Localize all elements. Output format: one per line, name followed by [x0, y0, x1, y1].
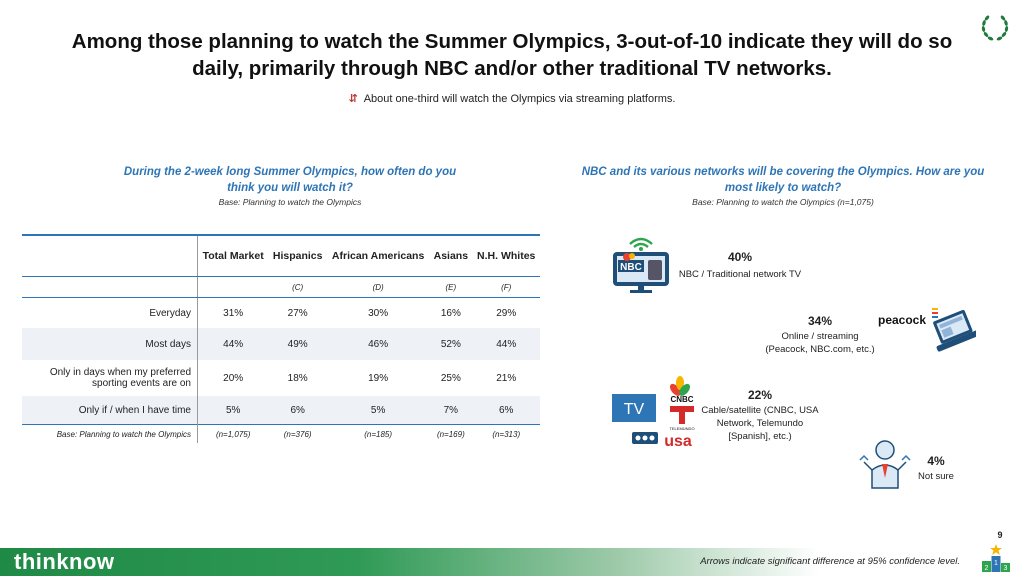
laurel-wreath-icon	[981, 15, 1009, 41]
table-cell: 18%	[268, 360, 327, 396]
base-row-label: Base: Planning to watch the Olympics	[22, 424, 198, 443]
table-cell: 6%	[268, 396, 327, 425]
label-not-sure: Not sure	[918, 471, 954, 482]
pct-streaming: 34%	[807, 314, 833, 328]
column-header: Hispanics	[268, 234, 327, 277]
left-base: Base: Planning to watch the Olympics	[218, 197, 362, 207]
usa-logo-text: usa	[664, 433, 692, 448]
table-cell: 21%	[472, 360, 540, 396]
table-cell: 20%	[197, 360, 269, 396]
left-question: During the 2-week long Summer Olympics, …	[123, 166, 457, 194]
telemundo-logo-text: TELEMUNDO	[669, 426, 694, 431]
table-cell: 19%	[327, 360, 430, 396]
label-nbc: NBC / Traditional network TV	[678, 269, 802, 280]
table-cell: 27%	[268, 297, 327, 328]
column-header: N.H. Whites	[472, 234, 540, 277]
right-question: NBC and its various networks will be cov…	[581, 166, 985, 194]
pct-not-sure: 4%	[927, 454, 945, 468]
table-header-row: Total Market Hispanics African Americans…	[22, 234, 540, 277]
table-cell: 5%	[327, 396, 430, 425]
table-cell: 29%	[472, 297, 540, 328]
podium-label: 1	[994, 560, 998, 567]
table-corner	[22, 234, 198, 277]
base-cell: (n=376)	[268, 424, 327, 443]
base-cell: (n=1,075)	[197, 424, 269, 443]
row-label: Most days	[22, 328, 198, 360]
table-cell: 46%	[327, 328, 430, 360]
subtitle: ⇵ About one-third will watch the Olympics…	[0, 92, 1024, 105]
table-row: Only if / when I have time 5% 6% 5% 7% 6…	[22, 396, 540, 425]
column-letter	[197, 276, 269, 298]
table-row: Only in days when my preferred sporting …	[22, 360, 540, 396]
column-header: Total Market	[197, 234, 269, 277]
column-letter: (C)	[268, 276, 327, 298]
cable-networks-icon: TV CNBC TELEMUNDO usa	[612, 376, 695, 448]
table-cell: 6%	[472, 396, 540, 425]
column-letter: (E)	[429, 276, 473, 298]
label-cable: Cable/satellite (CNBC, USA Network, Tele…	[701, 405, 819, 442]
right-base: Base: Planning to watch the Olympics (n=…	[692, 197, 874, 207]
table-cell: 31%	[197, 297, 269, 328]
column-letter-row: (C) (D) (E) (F)	[22, 276, 540, 298]
podium-icon: 2 1 3	[982, 544, 1010, 572]
table-cell: 52%	[429, 328, 473, 360]
brand-logo: thinknow	[14, 549, 115, 574]
pct-cable: 22%	[747, 388, 773, 402]
table-row: Most days 44% 49% 46% 52% 44%	[22, 328, 540, 360]
confused-person-icon	[859, 440, 911, 489]
peacock-laptop-icon: peacock	[878, 308, 976, 352]
nbc-logo-text: NBC	[620, 262, 642, 273]
row-label: Only in days when my preferred sporting …	[22, 360, 198, 396]
base-cell: (n=185)	[327, 424, 430, 443]
table-cell: 49%	[268, 328, 327, 360]
slide-title: Among those planning to watch the Summer…	[71, 30, 953, 80]
table-row: Everyday 31% 27% 30% 16% 29%	[22, 297, 540, 328]
table-cell: 30%	[327, 297, 430, 328]
cnbc-logo-text: CNBC	[670, 395, 693, 404]
pct-nbc: 40%	[727, 250, 753, 264]
base-cell: (n=169)	[429, 424, 473, 443]
base-cell: (n=313)	[472, 424, 540, 443]
frequency-table: Total Market Hispanics African Americans…	[22, 234, 540, 443]
column-header: Asians	[429, 234, 473, 277]
tv-logo-text: TV	[624, 401, 645, 418]
column-header: African Americans	[327, 234, 430, 277]
subtitle-text: About one-third will watch the Olympics …	[363, 93, 676, 105]
base-row: Base: Planning to watch the Olympics (n=…	[22, 424, 540, 443]
peacock-logo-text: peacock	[878, 313, 926, 327]
table-cell: 16%	[429, 297, 473, 328]
podium-label: 2	[985, 565, 989, 572]
up-down-arrow-icon: ⇵	[348, 93, 358, 105]
column-letter: (F)	[472, 276, 540, 298]
footer-bar	[0, 548, 1024, 576]
page-number: 9	[997, 530, 1003, 540]
table-cell: 5%	[197, 396, 269, 425]
podium-label: 3	[1004, 565, 1008, 572]
row-label: Everyday	[22, 297, 198, 328]
column-letter: (D)	[327, 276, 430, 298]
table-cell: 44%	[197, 328, 269, 360]
label-streaming: Online / streaming (Peacock, NBC.com, et…	[765, 331, 875, 355]
nbc-tv-icon: NBC	[613, 237, 669, 293]
row-label: Only if / when I have time	[22, 396, 198, 425]
table-cell: 25%	[429, 360, 473, 396]
table-cell: 44%	[472, 328, 540, 360]
table-cell: 7%	[429, 396, 473, 425]
footnote: Arrows indicate significant difference a…	[700, 556, 960, 567]
